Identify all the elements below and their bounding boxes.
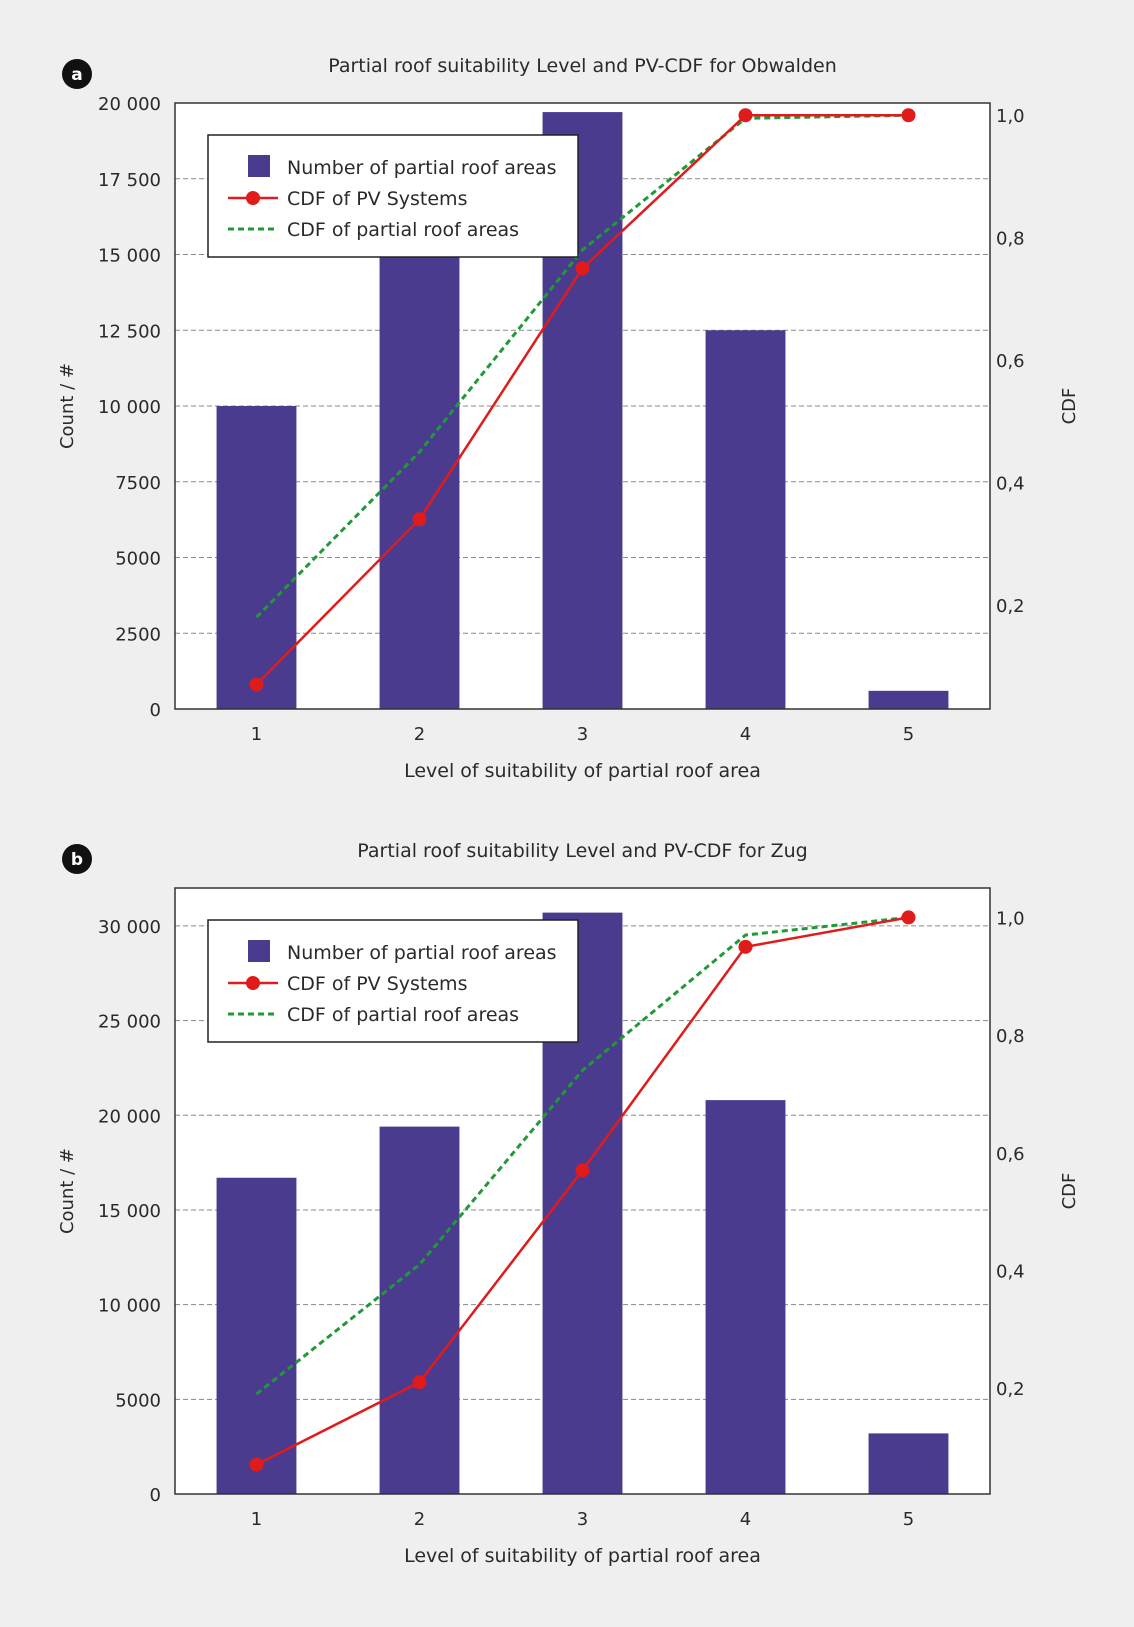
pv-cdf-point	[738, 939, 753, 954]
chart-panel-b: b Partial roof suitability Level and PV-C…	[57, 840, 1080, 1567]
legend-pv-marker	[246, 191, 260, 205]
x-tick-label: 2	[414, 724, 425, 745]
pv-cdf-point	[575, 1163, 590, 1178]
y-tick-label: 20 000	[98, 94, 161, 115]
y2-tick-label: 0,2	[996, 596, 1025, 617]
bar	[868, 690, 949, 709]
y-tick-label: 17 500	[98, 170, 161, 191]
y-tick-label: 7500	[115, 473, 161, 494]
y-tick-label: 30 000	[98, 917, 161, 938]
x-tick-label: 4	[740, 1509, 751, 1530]
y2-axis-label: CDF	[1059, 388, 1080, 425]
pv-cdf-point	[249, 677, 264, 692]
y-tick-label: 15 000	[98, 246, 161, 267]
y2-tick-label: 1,0	[996, 908, 1025, 929]
legend-bar-swatch	[248, 940, 270, 962]
x-tick-label: 4	[740, 724, 751, 745]
y-axis-label: Count / #	[57, 1148, 78, 1234]
legend-label: CDF of PV Systems	[287, 973, 467, 995]
y2-axis-label: CDF	[1059, 1173, 1080, 1210]
y2-tick-label: 0,4	[996, 474, 1025, 495]
pv-cdf-point	[412, 512, 427, 527]
y-tick-label: 25 000	[98, 1012, 161, 1033]
pv-cdf-point	[901, 108, 916, 123]
y-tick-label: 0	[150, 1485, 161, 1506]
bar	[705, 330, 786, 709]
y2-tick-label: 0,4	[996, 1261, 1025, 1282]
pv-cdf-point	[249, 1457, 264, 1472]
legend-label: CDF of partial roof areas	[287, 1004, 519, 1026]
y-tick-label: 12 500	[98, 321, 161, 342]
pv-cdf-point	[575, 261, 590, 276]
x-axis-label: Level of suitability of partial roof are…	[404, 760, 761, 782]
pv-cdf-point	[738, 108, 753, 123]
legend-pv-marker	[246, 976, 260, 990]
chart-panel-a: a Partial roof suitability Level and PV-C…	[57, 55, 1080, 782]
x-tick-label: 3	[577, 724, 588, 745]
roof-cdf-line	[255, 113, 909, 619]
y-tick-label: 10 000	[98, 397, 161, 418]
pv-cdf-point	[901, 910, 916, 925]
y2-tick-label: 0,8	[996, 229, 1025, 250]
y-tick-label: 2500	[115, 624, 161, 645]
legend-label: CDF of partial roof areas	[287, 219, 519, 241]
legend-label: Number of partial roof areas	[287, 942, 557, 964]
y-tick-label: 15 000	[98, 1201, 161, 1222]
panel-label: a	[71, 65, 82, 85]
x-axis-label: Level of suitability of partial roof are…	[404, 1545, 761, 1567]
y-tick-label: 5000	[115, 549, 161, 570]
x-tick-label: 2	[414, 1509, 425, 1530]
legend-bar-swatch	[248, 155, 270, 177]
bar	[216, 1177, 297, 1494]
x-tick-label: 3	[577, 1509, 588, 1530]
legend-label: CDF of PV Systems	[287, 188, 467, 210]
y-axis-label: Count / #	[57, 363, 78, 449]
bar	[868, 1433, 949, 1494]
bar	[216, 406, 297, 709]
y2-tick-label: 0,6	[996, 351, 1025, 372]
x-tick-label: 5	[903, 724, 914, 745]
y-tick-label: 0	[150, 700, 161, 721]
chart-title: Partial roof suitability Level and PV-CD…	[357, 840, 807, 862]
y2-tick-label: 0,8	[996, 1026, 1025, 1047]
plot-frame	[174, 887, 991, 1495]
bar	[379, 239, 460, 709]
panel-badge-b	[62, 844, 92, 874]
y-tick-label: 5000	[115, 1390, 161, 1411]
y2-tick-label: 0,2	[996, 1379, 1025, 1400]
panel-label: b	[71, 850, 83, 870]
chart-title: Partial roof suitability Level and PV-CD…	[328, 55, 837, 77]
y2-tick-label: 0,6	[996, 1144, 1025, 1165]
legend: Number of partial roof areas CDF of PV Sy…	[207, 919, 579, 1043]
x-tick-label: 1	[251, 724, 262, 745]
pv-cdf-point	[412, 1375, 427, 1390]
legend: Number of partial roof areas CDF of PV Sy…	[207, 134, 579, 258]
roof-cdf-line	[255, 915, 909, 1396]
panel-badge-a	[62, 59, 92, 89]
y-tick-label: 20 000	[98, 1106, 161, 1127]
bar	[705, 1100, 786, 1494]
x-tick-label: 5	[903, 1509, 914, 1530]
legend-label: Number of partial roof areas	[287, 157, 557, 179]
plot-frame	[174, 102, 991, 710]
y2-tick-label: 1,0	[996, 106, 1025, 127]
bar	[379, 1126, 460, 1494]
x-tick-label: 1	[251, 1509, 262, 1530]
y-tick-label: 10 000	[98, 1296, 161, 1317]
